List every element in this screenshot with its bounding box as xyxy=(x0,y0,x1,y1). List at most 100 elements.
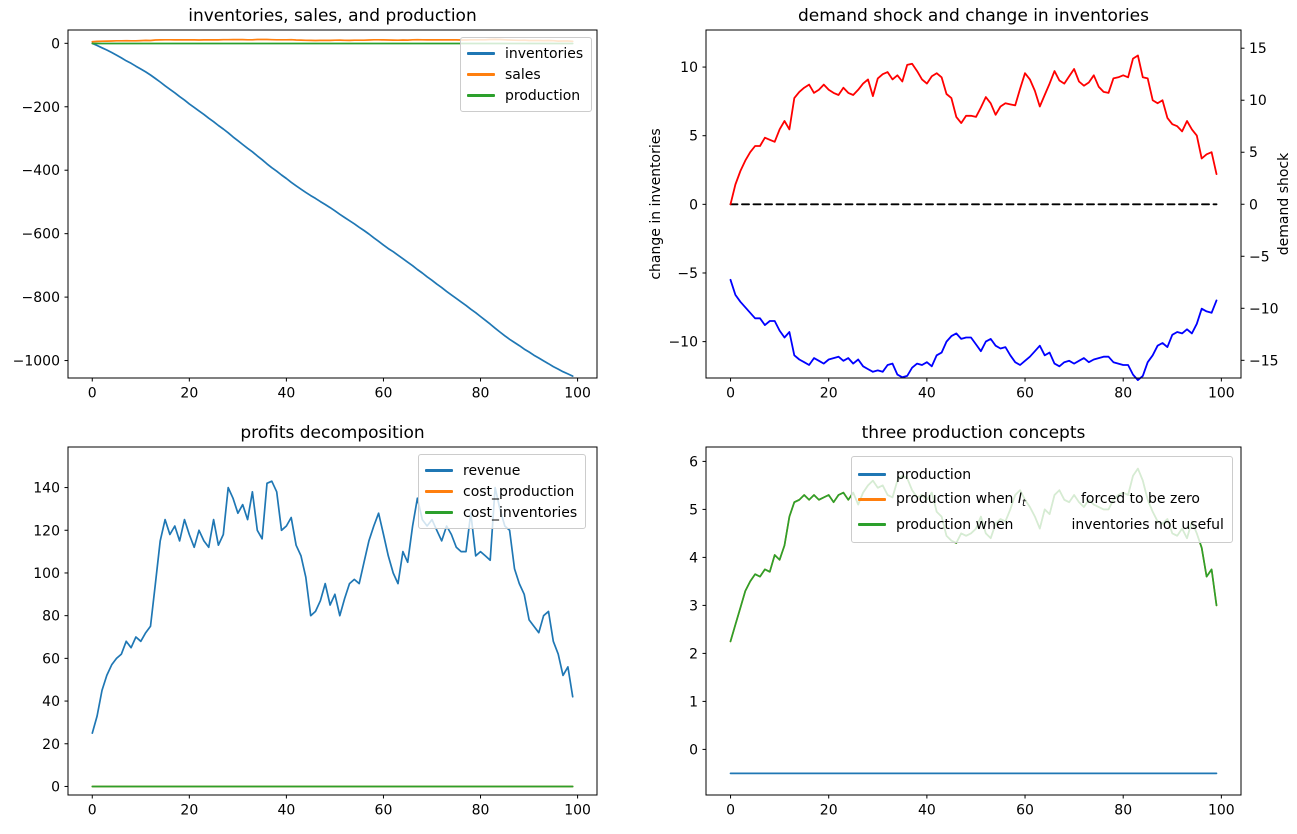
y-tick-label: 40 xyxy=(42,694,60,710)
y-tick-label-right: −5 xyxy=(1249,249,1270,265)
y-tick-label-right: 10 xyxy=(1249,93,1267,109)
x-tick-label: 80 xyxy=(472,803,490,819)
legend-line-sample xyxy=(467,73,495,76)
legend-line-sample xyxy=(467,52,495,55)
y-tick-label: 2 xyxy=(689,646,698,662)
line-demand-shock xyxy=(729,54,1218,206)
chart-profits-decomposition: profits decomposition 0 20 40 60 80 100 140 120 1… xyxy=(33,423,598,819)
y-tick-label-right: −15 xyxy=(1249,353,1279,369)
legend-label-gap xyxy=(1013,528,1071,529)
y-tick-label: −10 xyxy=(668,335,698,351)
y-tick-label: 0 xyxy=(689,197,698,213)
legend-item-label: sales xyxy=(505,67,541,83)
x-tick-label: 60 xyxy=(375,386,393,402)
legend-line-sample xyxy=(858,523,886,526)
y-tick-label: 0 xyxy=(689,742,698,758)
x-tick-label: 0 xyxy=(88,386,97,402)
chart-inventories-sales-production: inventories, sales, and production 0 20 40 6… xyxy=(13,6,598,402)
x-tick-label: 40 xyxy=(918,386,936,402)
y-tick-label: 5 xyxy=(689,129,698,145)
legend-item-label: production when It forced to be zero xyxy=(896,491,1200,509)
legend-item: cost_production xyxy=(425,481,577,502)
legend-line-sample xyxy=(425,469,453,472)
legend-item-label: revenue xyxy=(463,463,520,479)
y-tick-label: 3 xyxy=(689,598,698,614)
axes-frame xyxy=(705,29,1242,379)
x-tick-label: 80 xyxy=(472,386,490,402)
y-tick-label: 6 xyxy=(689,454,698,470)
legend: inventories sales production xyxy=(460,37,593,112)
x-tick-label: 40 xyxy=(277,386,295,402)
x-tick-label: 40 xyxy=(918,803,936,819)
legend-label-text: production when xyxy=(896,516,1014,533)
legend-label-text: revenue xyxy=(463,462,521,479)
line-change-in-inventories xyxy=(729,278,1218,382)
chart-demand-shock-and-change-in-inventories: demand shock and change in inventories 0 2… xyxy=(648,6,1292,402)
y-tick-label: 80 xyxy=(42,609,60,625)
legend-line-sample xyxy=(858,498,886,501)
y-tick-label-right: 15 xyxy=(1249,41,1267,57)
y-tick-label: −1000 xyxy=(13,354,60,370)
chart-title: demand shock and change in inventories xyxy=(798,6,1149,26)
y-tick-label: 0 xyxy=(51,36,60,52)
y-tick-label: −600 xyxy=(22,227,60,243)
y-tick-label: 5 xyxy=(689,502,698,518)
legend: production production when It forced to be… xyxy=(851,456,1233,543)
legend-label-text: cost_inventories xyxy=(463,504,578,521)
legend-item: production when It forced to be zero xyxy=(858,487,1224,512)
legend-label-gap xyxy=(1026,502,1081,503)
y-axis-label-left: change in inventories xyxy=(648,128,664,279)
y-tick-label: 1 xyxy=(689,694,698,710)
y-tick-label-right: 5 xyxy=(1249,145,1258,161)
y-tick-label: −5 xyxy=(677,266,698,282)
x-tick-label: 100 xyxy=(1208,386,1235,402)
y-tick-label: 100 xyxy=(33,566,60,582)
y-tick-label: 4 xyxy=(689,550,698,566)
x-tick-label: 0 xyxy=(88,803,97,819)
y-tick-label-right: −10 xyxy=(1249,301,1279,317)
legend-item: sales xyxy=(467,64,583,85)
chart-title: three production concepts xyxy=(862,423,1086,443)
y-tick-label: 140 xyxy=(33,481,60,497)
legend-line-sample xyxy=(425,511,453,514)
x-tick-label: 20 xyxy=(180,386,198,402)
x-tick-label: 100 xyxy=(564,386,591,402)
axes-frame xyxy=(67,29,598,379)
legend-item: production when inventories not useful xyxy=(858,512,1224,537)
legend-line-sample xyxy=(425,490,453,493)
legend-item: production xyxy=(858,462,1224,487)
y-tick-label: 20 xyxy=(42,737,60,753)
legend-item: cost_inventories xyxy=(425,502,577,523)
legend-item: production xyxy=(467,85,583,106)
y-tick-label-right: 0 xyxy=(1249,197,1258,213)
legend-label-text: production xyxy=(505,87,581,104)
legend-label-text: I xyxy=(1017,490,1023,507)
x-tick-label: 0 xyxy=(726,803,735,819)
x-tick-label: 0 xyxy=(726,386,735,402)
legend-label-text: cost_production xyxy=(463,483,575,500)
legend-item: inventories xyxy=(467,43,583,64)
x-tick-label: 80 xyxy=(1114,386,1132,402)
legend-label-text: production xyxy=(896,466,972,483)
legend-label-text: inventories not useful xyxy=(1071,516,1224,533)
legend-item-label: inventories xyxy=(505,46,583,62)
x-tick-label: 40 xyxy=(277,803,295,819)
x-tick-label: 60 xyxy=(1016,386,1034,402)
legend-label-text: production when xyxy=(896,490,1018,507)
legend-item-label: production xyxy=(505,88,580,104)
x-tick-label: 20 xyxy=(180,803,198,819)
legend-label-text: inventories xyxy=(505,45,584,62)
y-axis-label-right: demand shock xyxy=(1276,152,1292,255)
x-tick-label: 20 xyxy=(820,386,838,402)
y-tick-label: 60 xyxy=(42,651,60,667)
y-tick-label: 120 xyxy=(33,523,60,539)
x-tick-label: 100 xyxy=(564,803,591,819)
legend-item: revenue xyxy=(425,460,577,481)
x-tick-label: 60 xyxy=(1016,803,1034,819)
x-tick-label: 20 xyxy=(820,803,838,819)
y-tick-label: 10 xyxy=(680,60,698,76)
legend-item-label: cost_inventories xyxy=(463,505,577,521)
legend-item-label: production when inventories not useful xyxy=(896,517,1224,533)
y-tick-label: −400 xyxy=(22,163,60,179)
